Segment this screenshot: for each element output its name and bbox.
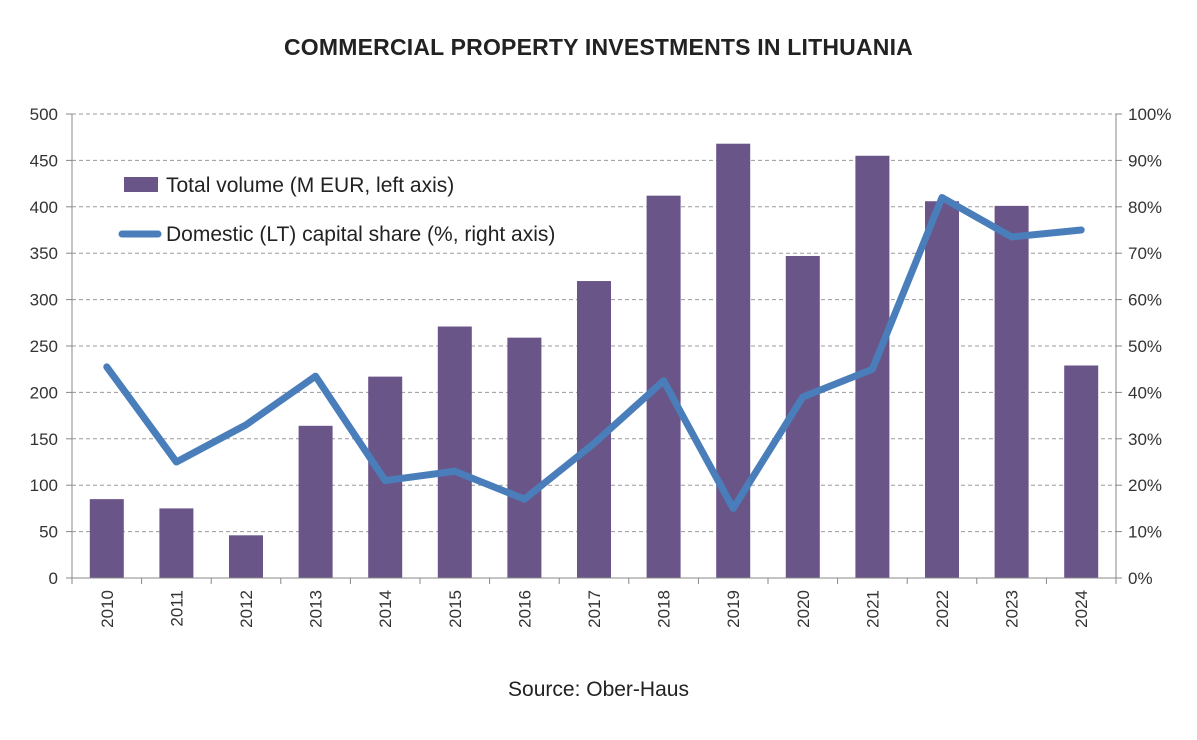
x-tick-label: 2024 — [1072, 590, 1091, 628]
right-tick-label: 100% — [1128, 105, 1171, 124]
right-tick-label: 60% — [1128, 291, 1162, 310]
x-tick-label: 2011 — [167, 590, 186, 627]
left-tick-label: 350 — [30, 244, 58, 263]
bar-2011 — [159, 508, 194, 578]
right-tick-label: 30% — [1128, 430, 1162, 449]
line-point-2021 — [871, 368, 873, 370]
left-tick-label: 200 — [30, 383, 58, 402]
line-point-2018 — [663, 380, 665, 382]
right-tick-label: 20% — [1128, 476, 1162, 495]
x-tick-label: 2022 — [933, 590, 952, 628]
left-tick-label: 100 — [30, 476, 58, 495]
x-tick-label: 2016 — [515, 590, 534, 628]
bar-2024 — [1064, 365, 1099, 578]
bar-2019 — [716, 143, 751, 579]
right-tick-label: 80% — [1128, 198, 1162, 217]
line-point-2010 — [106, 366, 108, 368]
chart-source: Source: Ober-Haus — [508, 678, 689, 701]
line-point-2011 — [175, 461, 177, 463]
x-tick-label: 2023 — [1003, 590, 1022, 628]
right-tick-label: 70% — [1128, 244, 1162, 263]
x-tick-label: 2019 — [724, 590, 743, 628]
bar-2016 — [507, 337, 542, 578]
left-tick-label: 500 — [30, 105, 58, 124]
bar-2015 — [437, 326, 472, 578]
line-point-2019 — [732, 507, 734, 509]
x-tick-label: 2010 — [98, 590, 117, 628]
line-point-2014 — [384, 480, 386, 482]
line-point-2022 — [941, 197, 943, 199]
x-tick-label: 2020 — [794, 590, 813, 628]
left-tick-label: 50 — [39, 523, 58, 542]
legend-label-line: Domestic (LT) capital share (%, right ax… — [166, 223, 555, 246]
right-tick-label: 50% — [1128, 337, 1162, 356]
x-tick-label: 2017 — [585, 590, 604, 628]
right-tick-label: 90% — [1128, 151, 1162, 170]
chart-title: COMMERCIAL PROPERTY INVESTMENTS IN LITHU… — [284, 34, 913, 60]
bars-layer — [89, 143, 1099, 579]
x-tick-label: 2014 — [376, 590, 395, 628]
left-tick-label: 250 — [30, 337, 58, 356]
line-point-2016 — [523, 498, 525, 500]
line-point-2020 — [802, 396, 804, 398]
left-tick-label: 450 — [30, 151, 58, 170]
left-tick-label: 150 — [30, 430, 58, 449]
x-tick-label: 2013 — [307, 590, 326, 628]
bar-2010 — [89, 499, 124, 578]
x-tick-label: 2015 — [446, 590, 465, 628]
line-point-2013 — [315, 375, 317, 377]
legend-swatch-bar — [124, 177, 158, 192]
line-layer — [103, 194, 1085, 512]
x-tick-label: 2021 — [863, 590, 882, 628]
left-tick-label: 0 — [49, 569, 58, 588]
right-tick-label: 0% — [1128, 569, 1153, 588]
legend: Total volume (M EUR, left axis) Domestic … — [118, 174, 555, 246]
line-point-2017 — [593, 442, 595, 444]
bar-2022 — [925, 201, 959, 578]
bar-2023 — [994, 205, 1029, 578]
right-tick-label: 10% — [1128, 523, 1162, 542]
axis-layer: 0 0% 50 10% 100 20% 150 30% 200 40% 250 50% 300 60% 35… — [30, 105, 1172, 628]
line-point-2024 — [1080, 229, 1082, 231]
line-point-2023 — [1011, 236, 1013, 238]
x-tick-label: 2018 — [655, 590, 674, 628]
left-tick-label: 400 — [30, 198, 58, 217]
line-point-2012 — [245, 424, 247, 426]
right-tick-label: 40% — [1128, 383, 1162, 402]
x-tick-label: 2012 — [237, 590, 256, 628]
left-tick-label: 300 — [30, 291, 58, 310]
bar-2012 — [229, 535, 263, 578]
line-point-2015 — [454, 470, 456, 472]
bar-2013 — [298, 425, 333, 578]
legend-label-bar: Total volume (M EUR, left axis) — [166, 174, 454, 197]
